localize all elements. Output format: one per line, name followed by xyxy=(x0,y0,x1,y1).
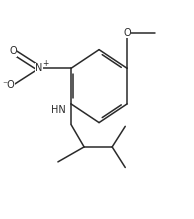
Text: N: N xyxy=(36,63,43,73)
Text: O: O xyxy=(9,46,17,57)
Text: ⁻O: ⁻O xyxy=(2,80,15,90)
Text: O: O xyxy=(123,28,131,38)
Text: HN: HN xyxy=(50,105,65,115)
Text: +: + xyxy=(42,59,48,68)
